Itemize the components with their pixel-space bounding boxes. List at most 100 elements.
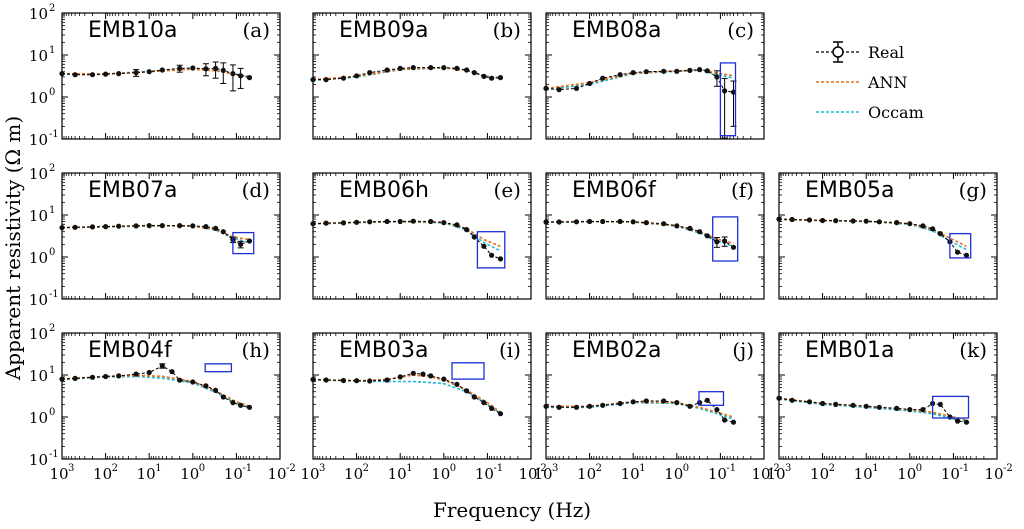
panel-letter: (i) bbox=[499, 338, 521, 362]
real-data-point bbox=[367, 70, 373, 76]
real-data-point bbox=[556, 404, 562, 410]
y-tick-exponent: 2 bbox=[49, 163, 55, 174]
x-tick-label: 10 bbox=[810, 465, 829, 483]
real-data-point bbox=[907, 221, 913, 227]
real-curve bbox=[61, 67, 250, 79]
real-data-point bbox=[367, 378, 373, 384]
real-data-point bbox=[246, 238, 253, 244]
panel-emb06f: EMB06f (f) bbox=[543, 172, 765, 300]
real-data-point bbox=[116, 223, 122, 229]
occam-curve bbox=[61, 225, 250, 244]
highlight-box bbox=[476, 231, 506, 269]
real-data-point bbox=[489, 252, 495, 258]
y-tick-label: 10 bbox=[29, 89, 48, 107]
real-data-point bbox=[573, 219, 580, 225]
y-tick-exponent: 1 bbox=[49, 205, 55, 216]
x-tick-exponent: 2 bbox=[596, 463, 602, 474]
real-data-point bbox=[410, 370, 416, 376]
real-data-point bbox=[489, 75, 495, 81]
x-tick-exponent: 3 bbox=[785, 463, 791, 474]
real-data-point bbox=[704, 397, 710, 403]
real-data-point bbox=[410, 218, 416, 224]
real-data-point bbox=[340, 220, 347, 226]
real-data-point bbox=[556, 87, 562, 93]
real-data-point bbox=[789, 216, 795, 223]
real-data-point bbox=[687, 67, 693, 73]
real-data-point bbox=[59, 225, 65, 231]
occam-curve bbox=[61, 375, 250, 410]
real-data-point bbox=[894, 405, 900, 411]
y-tick-exponent: 2 bbox=[49, 3, 55, 14]
real-data-point bbox=[454, 65, 460, 71]
ann-curve bbox=[545, 220, 734, 245]
real-data-point bbox=[617, 400, 623, 407]
x-tick-exponent: -2 bbox=[1003, 463, 1013, 474]
real-data-point bbox=[907, 407, 913, 413]
x-tick-exponent: -2 bbox=[537, 463, 547, 474]
real-data-point bbox=[876, 219, 882, 225]
real-data-point bbox=[220, 394, 226, 400]
real-data-point bbox=[543, 85, 549, 91]
x-tick-exponent: -2 bbox=[286, 463, 296, 474]
real-data-point bbox=[159, 67, 165, 73]
real-data-point bbox=[573, 85, 580, 91]
real-data-point bbox=[213, 65, 219, 71]
real-data-point bbox=[894, 220, 900, 226]
x-tick-exponent: 1 bbox=[639, 463, 645, 474]
real-data-point bbox=[955, 418, 961, 424]
panel-frame bbox=[778, 172, 998, 300]
x-tick-label: 10 bbox=[984, 465, 1003, 483]
station-name: EMB01a bbox=[805, 338, 894, 363]
real-data-point bbox=[497, 75, 504, 81]
real-data-point bbox=[714, 239, 720, 245]
real-data-point bbox=[177, 65, 183, 71]
real-data-point bbox=[674, 223, 680, 229]
legend-ann-label: ANN bbox=[867, 73, 908, 92]
real-data-point bbox=[471, 70, 477, 76]
y-tick-label: 10 bbox=[29, 367, 48, 385]
legend-occam-label: Occam bbox=[868, 103, 924, 122]
real-data-point bbox=[600, 75, 606, 81]
real-data-point bbox=[146, 223, 152, 229]
real-data-point bbox=[937, 231, 943, 237]
panel-letter: (a) bbox=[242, 18, 270, 42]
real-data-point bbox=[454, 222, 460, 228]
y-tick-exponent: 0 bbox=[49, 407, 55, 418]
real-data-point bbox=[323, 377, 329, 383]
real-data-point bbox=[464, 67, 470, 73]
panel-letter: (d) bbox=[242, 178, 270, 202]
real-data-point bbox=[203, 383, 209, 389]
panel-frame bbox=[545, 172, 765, 300]
station-name: EMB04f bbox=[88, 338, 173, 363]
real-data-point bbox=[955, 249, 961, 255]
occam-curve bbox=[312, 379, 501, 415]
real-data-point bbox=[600, 218, 606, 225]
real-data-point bbox=[103, 224, 109, 230]
x-tick-label: 10 bbox=[708, 465, 727, 483]
highlight-box bbox=[719, 62, 737, 137]
real-data-point bbox=[820, 217, 826, 224]
real-data-point bbox=[133, 223, 139, 229]
real-data-point bbox=[146, 369, 152, 376]
x-tick-label: 10 bbox=[137, 465, 156, 483]
real-data-point bbox=[587, 403, 593, 409]
real-data-point bbox=[238, 241, 244, 247]
real-data-point bbox=[116, 373, 122, 379]
x-tick-label: 10 bbox=[344, 465, 363, 483]
y-tick-label: 10 bbox=[29, 47, 48, 65]
real-data-point bbox=[730, 419, 737, 425]
x-tick-exponent: -1 bbox=[242, 463, 252, 474]
y-tick-label: 10 bbox=[29, 291, 48, 309]
real-data-point bbox=[89, 72, 96, 78]
station-name: EMB06f bbox=[572, 178, 657, 203]
highlight-box bbox=[232, 231, 255, 255]
real-data-point bbox=[72, 375, 78, 381]
real-data-point bbox=[661, 68, 667, 74]
real-data-point bbox=[159, 363, 165, 369]
highlight-box bbox=[931, 395, 970, 419]
